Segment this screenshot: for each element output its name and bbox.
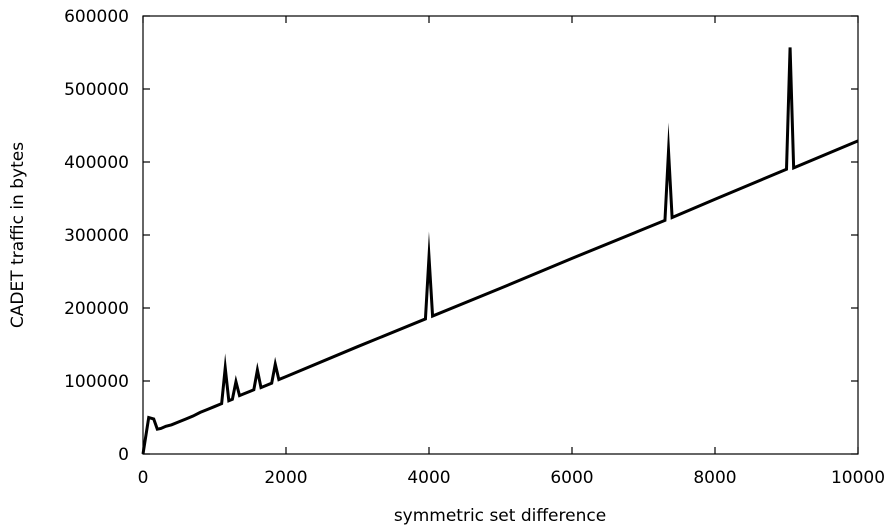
y-tick-label: 200000 <box>64 299 129 319</box>
x-axis-label: symmetric set difference <box>394 506 606 526</box>
y-tick-label: 300000 <box>64 226 129 246</box>
y-tick-label: 500000 <box>64 80 129 100</box>
y-axis-ticks: 0 100000 200000 300000 400000 500000 600000 <box>64 7 858 465</box>
plot-frame <box>142 15 859 455</box>
x-tick-label: 8000 <box>693 468 736 488</box>
y-tick-label: 100000 <box>64 372 129 392</box>
y-tick-label: 600000 <box>64 7 129 27</box>
y-tick-label: 400000 <box>64 153 129 173</box>
y-tick-label: 0 <box>118 445 129 465</box>
x-tick-label: 2000 <box>264 468 307 488</box>
x-tick-label: 6000 <box>550 468 593 488</box>
y-axis-label: CADET traffic in bytes <box>8 142 28 328</box>
series-line <box>141 47 859 455</box>
x-tick-label: 4000 <box>407 468 450 488</box>
x-tick-label: 10000 <box>831 468 885 488</box>
x-axis-ticks: 0 2000 4000 6000 8000 10000 <box>138 16 885 488</box>
x-tick-label: 0 <box>138 468 149 488</box>
